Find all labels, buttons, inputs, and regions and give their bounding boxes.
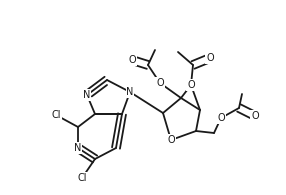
Text: N: N [126, 87, 134, 97]
Text: O: O [167, 135, 175, 145]
Text: O: O [206, 53, 214, 63]
Text: O: O [128, 55, 136, 65]
Text: O: O [251, 111, 259, 121]
Text: O: O [187, 80, 195, 90]
Text: O: O [217, 113, 225, 123]
Text: Cl: Cl [77, 173, 87, 183]
Text: O: O [156, 78, 164, 88]
Text: N: N [74, 143, 82, 153]
Text: Cl: Cl [51, 110, 61, 120]
Text: N: N [83, 90, 91, 100]
